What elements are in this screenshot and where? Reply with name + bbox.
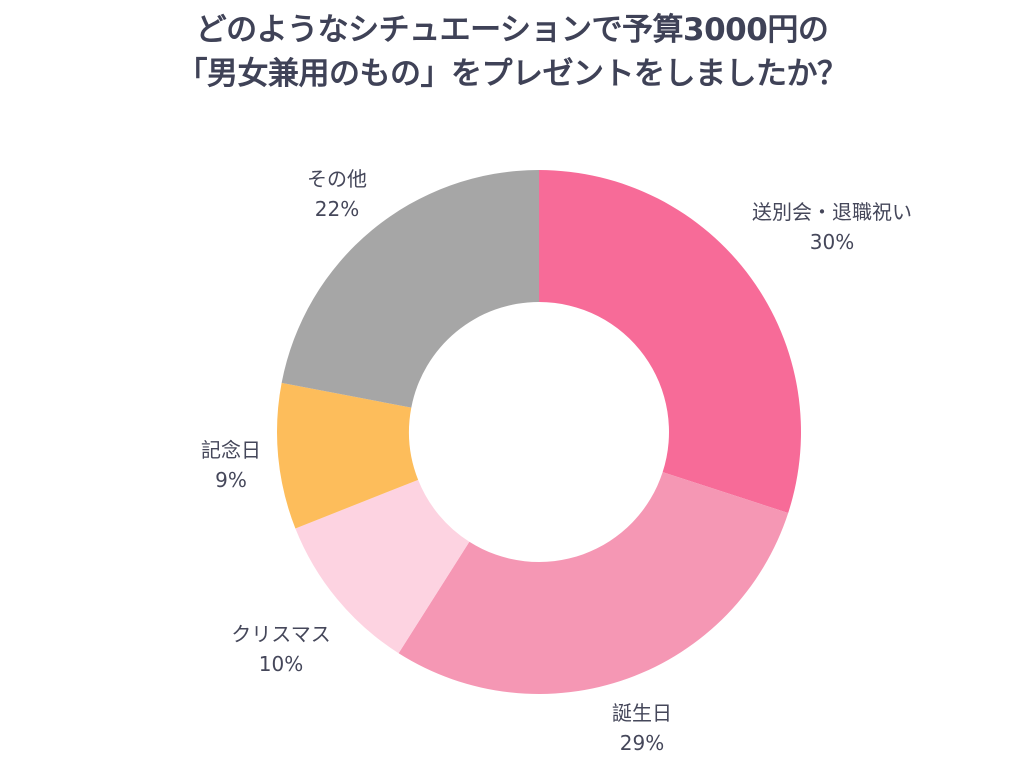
slice-label-farewell: 送別会・退職祝い xyxy=(752,200,912,224)
slice-value-birthday: 29% xyxy=(620,731,664,755)
slice-labels: 送別会・退職祝い 30% 誕生日 29% クリスマス 10% 記念日 9% その他 22% xyxy=(201,167,912,755)
chart-title: どのようなシチュエーションで予算3000円の 「男女兼用のもの」をプレゼントをし… xyxy=(0,8,1024,96)
donut-slices xyxy=(277,170,801,695)
slice-farewell xyxy=(539,170,801,513)
slice-label-christmas: クリスマス xyxy=(231,622,330,646)
slice-value-anniversary: 9% xyxy=(215,468,247,492)
chart-title-line-1: どのようなシチュエーションで予算3000円の xyxy=(195,12,829,48)
slice-value-farewell: 30% xyxy=(810,230,854,254)
slice-anniversary xyxy=(277,382,419,529)
slice-value-christmas: 10% xyxy=(259,652,303,676)
chart-title-line-2: 「男女兼用のもの」をプレゼントをしましたか？ xyxy=(176,56,849,92)
slice-other xyxy=(281,170,539,408)
slice-value-other: 22% xyxy=(315,197,359,221)
slice-birthday xyxy=(398,472,789,695)
slice-christmas xyxy=(295,479,470,654)
slice-label-anniversary: 記念日 xyxy=(201,438,261,462)
slice-label-birthday: 誕生日 xyxy=(612,701,672,725)
slice-label-other: その他 xyxy=(307,167,367,191)
